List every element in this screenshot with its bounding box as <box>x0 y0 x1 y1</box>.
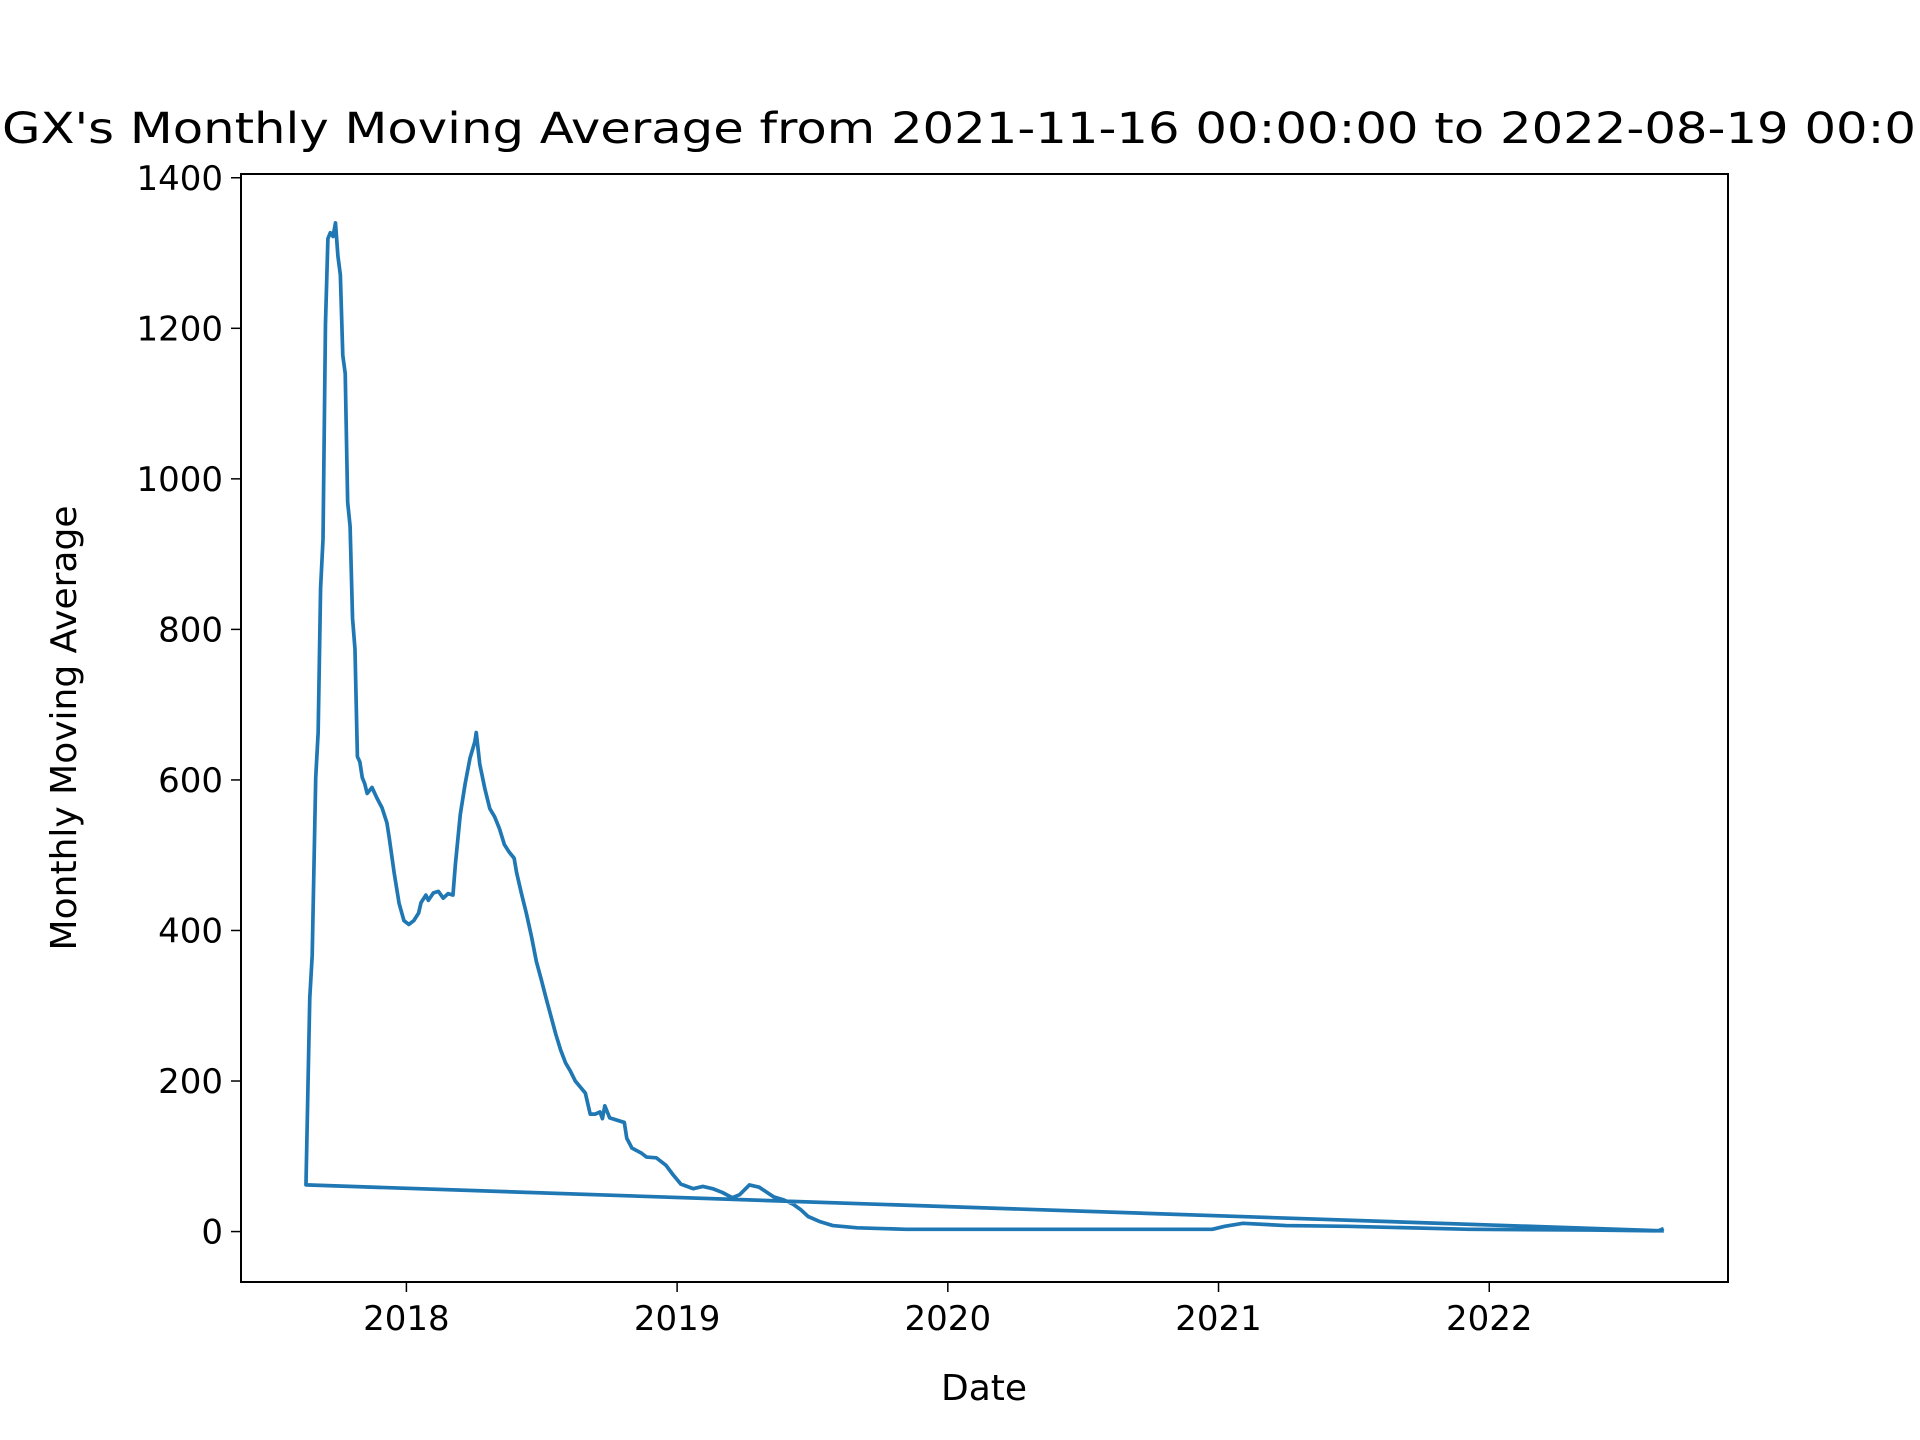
y-tick-label: 800 <box>158 610 223 650</box>
y-axis-label: Monthly Moving Average <box>44 506 85 951</box>
y-tick-label: 1200 <box>136 309 223 349</box>
x-tick-label: 2022 <box>1446 1299 1533 1339</box>
y-tick-label: 1000 <box>136 460 223 500</box>
y-tick-label: 1400 <box>136 159 223 199</box>
y-tick-label: 600 <box>158 761 223 801</box>
x-tick-label: 2019 <box>634 1299 721 1339</box>
y-tick-label: 200 <box>158 1062 223 1102</box>
x-tick-label: 2018 <box>363 1299 450 1339</box>
data-line <box>304 221 1665 1233</box>
x-tick-label: 2021 <box>1175 1299 1262 1339</box>
plot-frame <box>240 173 1729 1283</box>
x-tick-label: 2020 <box>905 1299 992 1339</box>
x-axis-label: Date <box>941 1368 1027 1409</box>
chart-title: GX's Monthly Moving Average from 2021-11… <box>2 104 1916 154</box>
y-tick-label: 400 <box>158 911 223 951</box>
y-tick-label: 0 <box>201 1213 223 1253</box>
